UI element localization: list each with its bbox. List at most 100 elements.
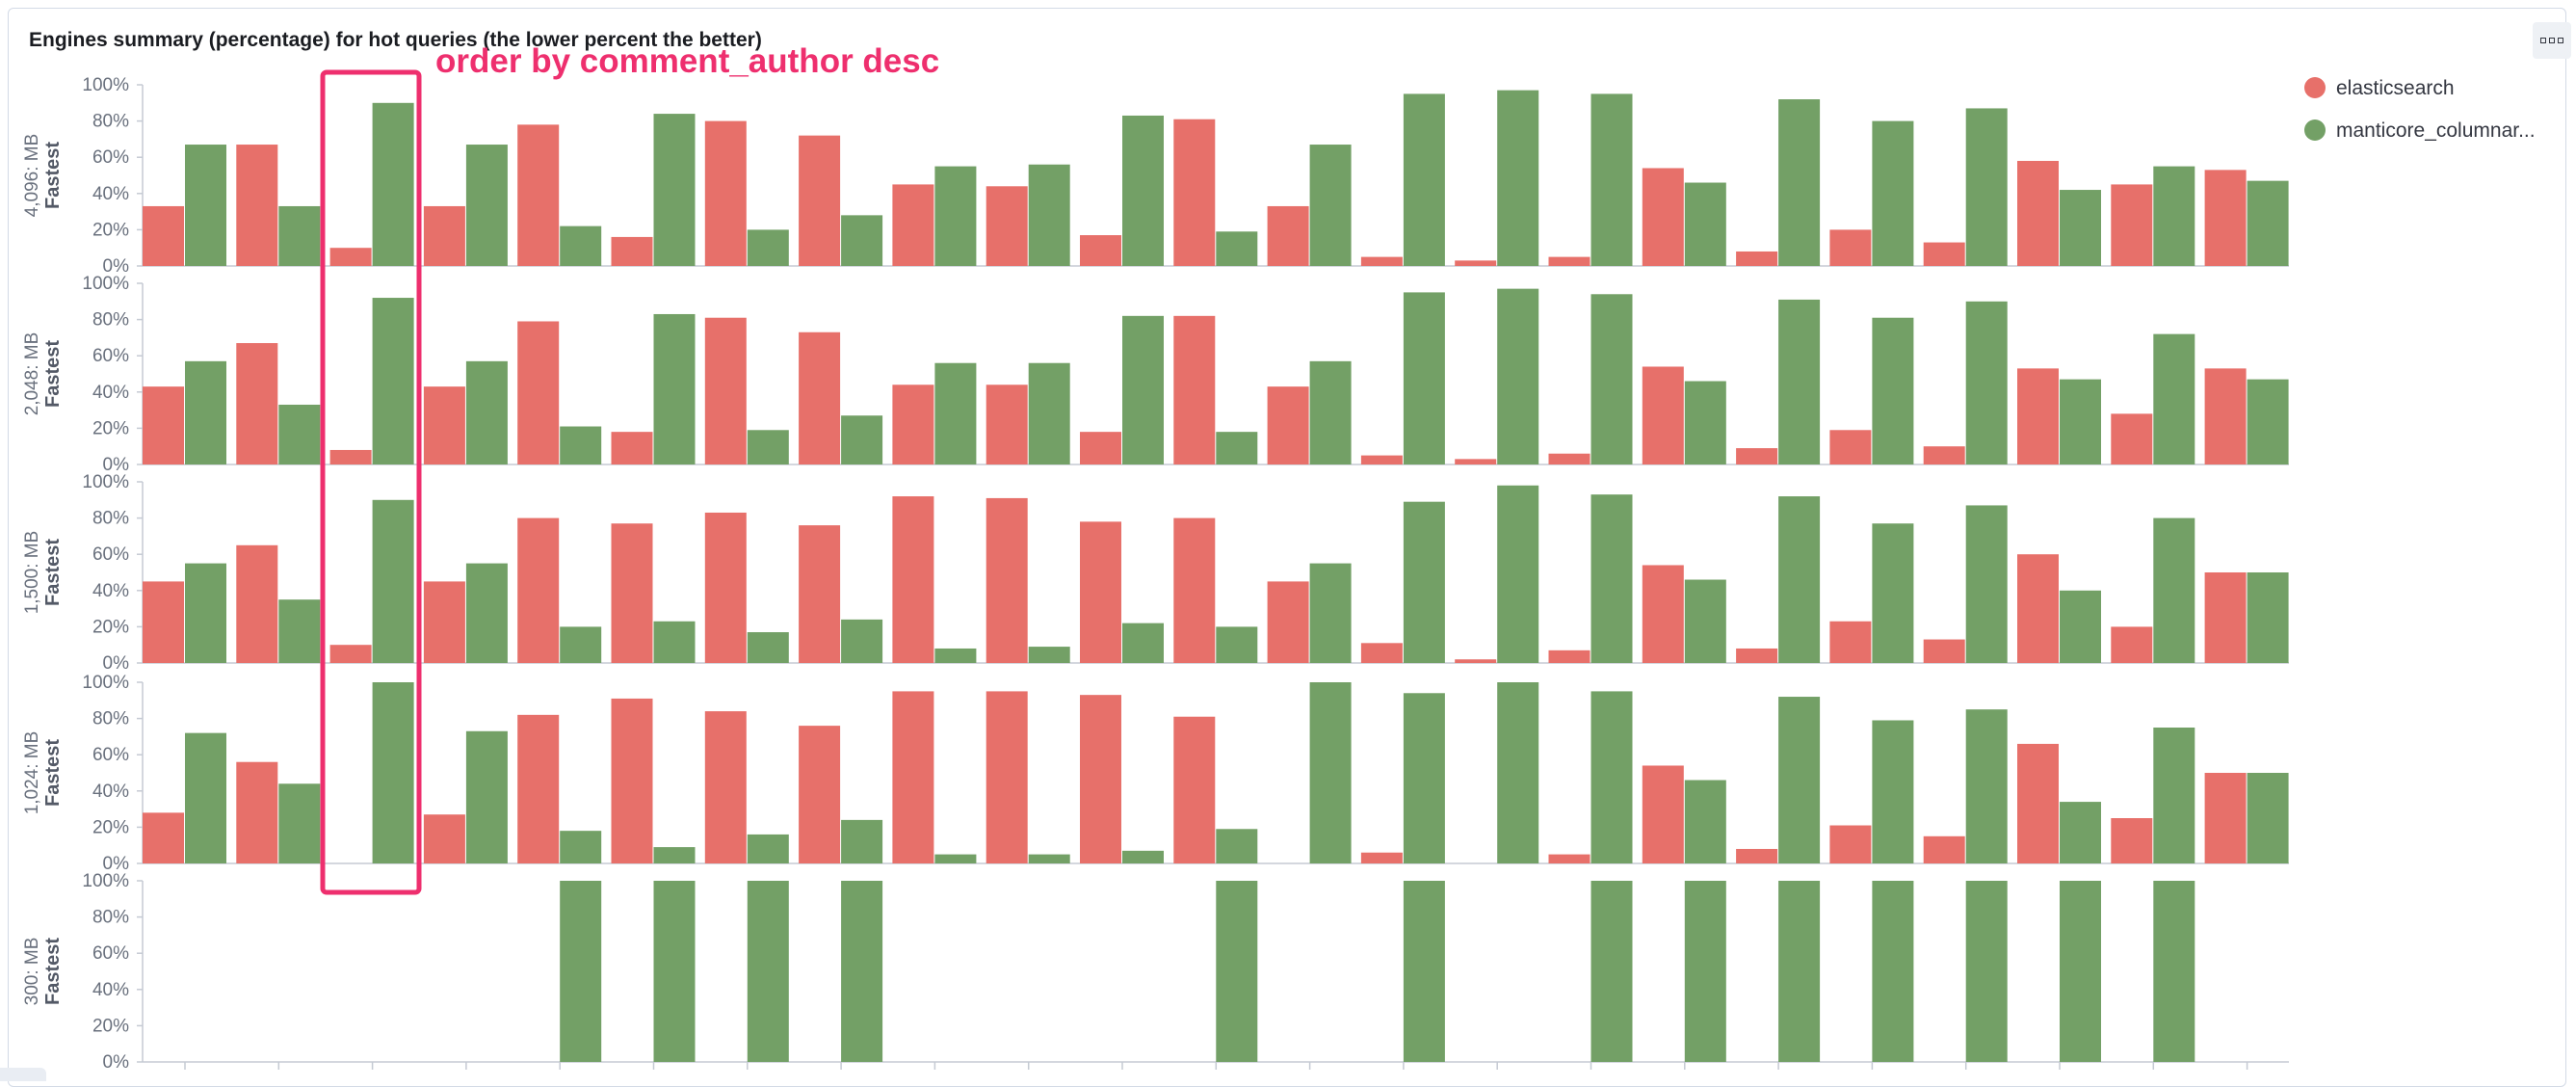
bar-manticore-columnar [934, 854, 977, 863]
bar-manticore-columnar [1872, 120, 1914, 266]
panel-options-button[interactable] [2533, 22, 2571, 59]
bar-elasticsearch [1829, 430, 1872, 464]
bar-manticore-columnar [747, 834, 789, 863]
bar-elasticsearch [1923, 242, 1965, 266]
bar-manticore-columnar [185, 732, 226, 863]
row-label-size: 4,096: MB [22, 134, 42, 218]
bar-elasticsearch [236, 343, 278, 464]
bar-elasticsearch [799, 331, 841, 464]
y-tick-label: 60% [92, 745, 129, 765]
bar-manticore-columnar [1684, 182, 1726, 266]
bar-elasticsearch [1455, 459, 1497, 464]
bar-elasticsearch [1736, 648, 1778, 663]
bar-elasticsearch [2017, 368, 2059, 464]
bar-manticore-columnar [278, 404, 321, 464]
bar-elasticsearch [1173, 716, 1216, 863]
row-label-metric: Fastest [42, 739, 64, 807]
bar-elasticsearch [2017, 743, 2059, 863]
bar-elasticsearch [1173, 315, 1216, 464]
bar-manticore-columnar [2060, 802, 2101, 863]
bar-manticore-columnar [1965, 709, 2008, 863]
bar-manticore-columnar [185, 145, 226, 266]
bar-manticore-columnar [1965, 881, 2008, 1062]
bar-elasticsearch [1829, 229, 1872, 266]
bar-elasticsearch [1080, 521, 1121, 663]
bar-manticore-columnar [560, 626, 602, 663]
bar-manticore-columnar [185, 360, 226, 464]
bar-manticore-columnar [1872, 523, 1914, 663]
labels-layer: 0%20%40%60%80%100%4,096: MB Fastest0%20%4… [22, 75, 129, 1073]
bar-elasticsearch [2111, 626, 2153, 663]
bar-manticore-columnar [278, 205, 321, 266]
bar-manticore-columnar [560, 225, 602, 266]
y-tick-label: 60% [92, 544, 129, 565]
grid-dots-icon [2549, 38, 2555, 43]
bar-manticore-columnar [2247, 572, 2289, 663]
bar-manticore-columnar [934, 648, 977, 663]
bar-manticore-columnar [1403, 693, 1445, 863]
bar-manticore-columnar [2153, 881, 2195, 1062]
bar-elasticsearch [1736, 448, 1778, 464]
bar-elasticsearch [1642, 765, 1684, 863]
bar-manticore-columnar [841, 881, 883, 1062]
bar-elasticsearch [423, 386, 465, 464]
bar-elasticsearch [1267, 386, 1309, 464]
bar-elasticsearch [1360, 643, 1403, 663]
bar-elasticsearch [1080, 432, 1121, 464]
bar-manticore-columnar [1684, 780, 1726, 863]
bar-elasticsearch [611, 523, 653, 663]
row-label-size: 2,048: MB [22, 332, 42, 416]
bar-manticore-columnar [1965, 505, 2008, 663]
legend-swatch-manticore-columnar [2304, 119, 2326, 141]
bar-manticore-columnar [1309, 145, 1352, 266]
bar-manticore-columnar [1778, 99, 1821, 266]
bar-elasticsearch [2111, 818, 2153, 863]
bar-manticore-columnar [1216, 432, 1258, 464]
bar-manticore-columnar [1590, 691, 1633, 863]
bar-elasticsearch [517, 517, 560, 663]
y-tick-label: 80% [92, 509, 129, 529]
bar-elasticsearch [2204, 368, 2247, 464]
bar-manticore-columnar [2153, 517, 2195, 663]
y-tick-label: 60% [92, 147, 129, 168]
bar-manticore-columnar [653, 621, 696, 663]
bar-manticore-columnar [747, 229, 789, 266]
grid-dots-icon [2540, 38, 2546, 43]
bar-elasticsearch [2111, 413, 2153, 464]
bar-manticore-columnar [1216, 829, 1258, 863]
annotation-highlight-box [320, 69, 422, 895]
bar-elasticsearch [799, 135, 841, 266]
bar-manticore-columnar [465, 145, 508, 266]
bar-manticore-columnar [2153, 728, 2195, 863]
bar-manticore-columnar [653, 313, 696, 464]
bar-manticore-columnar [1872, 881, 1914, 1062]
bar-manticore-columnar [1403, 292, 1445, 464]
bar-manticore-columnar [465, 563, 508, 663]
bar-elasticsearch [704, 120, 747, 266]
bar-elasticsearch [1360, 256, 1403, 266]
bar-manticore-columnar [1497, 288, 1539, 464]
y-tick-label: 60% [92, 346, 129, 366]
bar-elasticsearch [1736, 848, 1778, 863]
y-tick-label: 100% [82, 274, 129, 294]
bar-elasticsearch [892, 384, 934, 464]
bar-manticore-columnar [1403, 881, 1445, 1062]
bar-elasticsearch [1267, 205, 1309, 266]
bar-manticore-columnar [1684, 579, 1726, 663]
bar-manticore-columnar [934, 362, 977, 464]
panel-title: Engines summary (percentage) for hot que… [29, 29, 762, 51]
bar-manticore-columnar [1122, 623, 1164, 663]
legend-label: manticore_columnar... [2336, 119, 2536, 142]
bar-elasticsearch [143, 386, 184, 464]
bar-elasticsearch [986, 186, 1028, 266]
resize-handle[interactable] [0, 1068, 46, 1081]
bar-manticore-columnar [1590, 294, 1633, 464]
bar-elasticsearch [1642, 366, 1684, 464]
bar-manticore-columnar [1590, 881, 1633, 1062]
bar-manticore-columnar [1778, 299, 1821, 464]
bar-manticore-columnar [1497, 90, 1539, 266]
row-label-metric: Fastest [42, 539, 64, 606]
bar-manticore-columnar [653, 114, 696, 266]
bar-manticore-columnar [841, 819, 883, 863]
bar-elasticsearch [1829, 825, 1872, 863]
